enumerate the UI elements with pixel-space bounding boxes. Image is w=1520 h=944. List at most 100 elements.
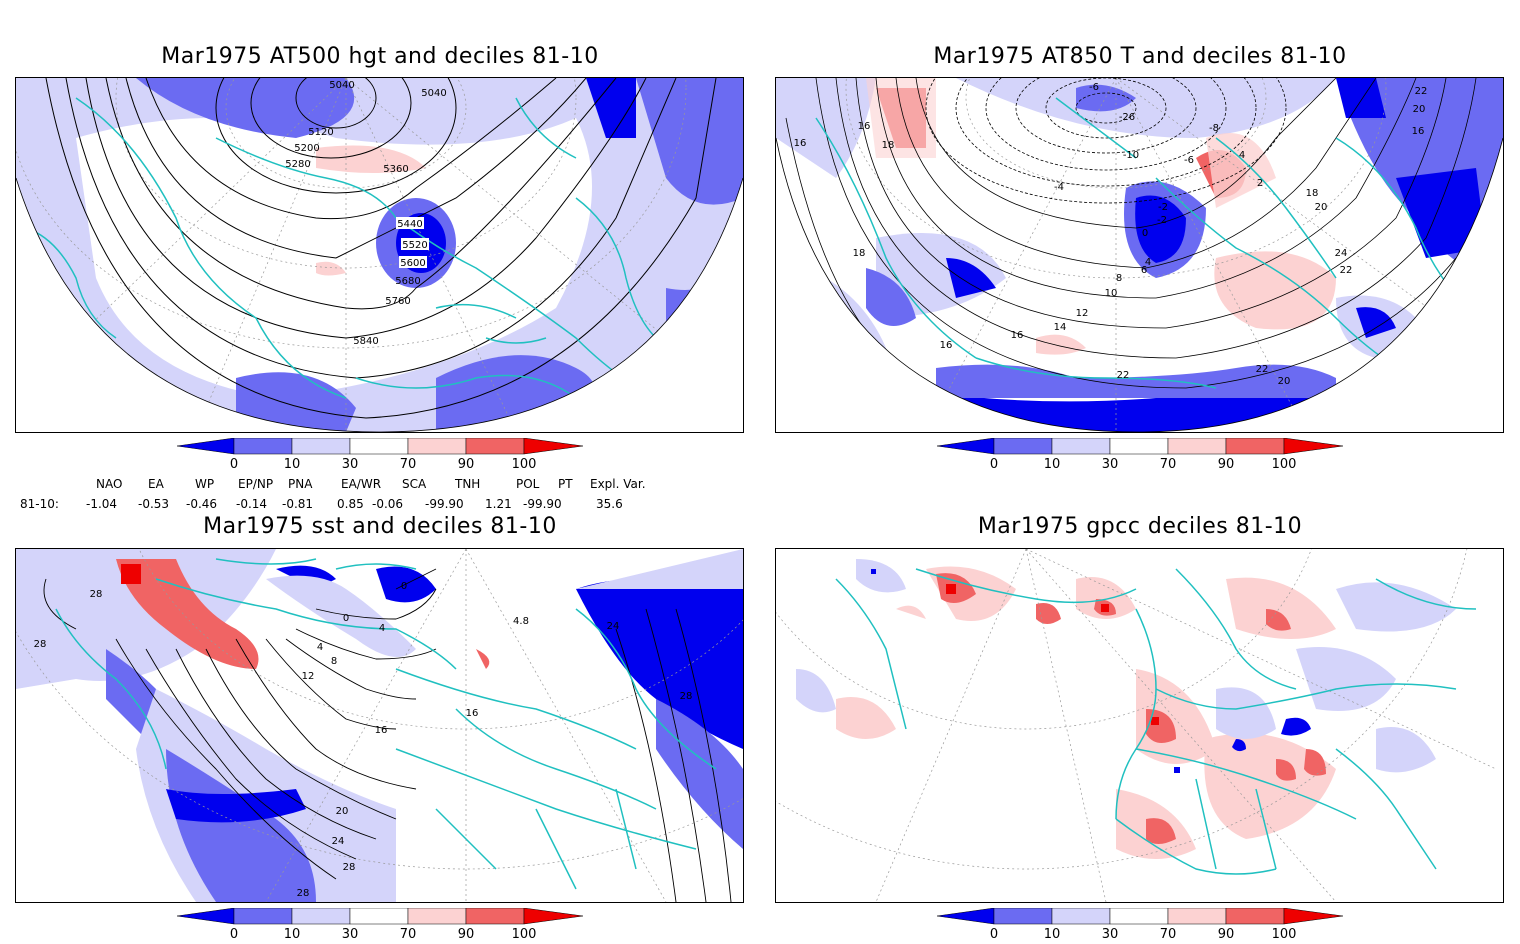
contour-label: 4 [1145,257,1151,268]
contour-label: 5280 [285,159,310,170]
index-value: -0.81 [282,497,314,511]
contour-label: 12 [302,671,315,682]
index-row-label: 81-10: [20,497,59,511]
contour-label: -2 [1157,215,1167,226]
index-value: -0.46 [186,497,218,511]
contour-label: 5360 [383,164,408,175]
contour-label: 16 [858,121,871,132]
contour-label: 16 [940,340,953,351]
index-value: -99.90 [425,497,464,511]
colorbar-tick: 90 [458,457,475,472]
colorbar-tick: 70 [1160,927,1177,940]
colorbar-tick: 0 [230,457,238,472]
contour-label: -6 [1184,155,1194,166]
contour-label: 20 [1315,202,1328,213]
contour-label: -2 [1158,202,1168,213]
contour-label: 6 [1141,265,1147,276]
index-header: POL [516,477,540,491]
colorbar-tick: 90 [1218,927,1235,940]
colorbar-t850: 0 10 30 70 90 100 [935,437,1347,472]
index-value: -0.53 [138,497,170,511]
index-header: PT [558,477,573,491]
colorbar-tick: 0 [990,457,998,472]
colorbar-tick: 70 [1160,457,1177,472]
contour-label: 20 [1278,376,1291,387]
contour-label: 0 [1142,228,1148,239]
contour-label: 20 [336,806,349,817]
contour-label: 8 [331,656,337,667]
colorbar-tick: 100 [512,927,537,940]
map-t850: -6 -26 -10 -8 -6 -4 -2 4 2 0 -2 4 6 8 10… [775,77,1504,433]
index-value: -99.90 [523,497,562,511]
index-value: -0.14 [236,497,268,511]
contour-label: 5440 [397,219,422,230]
colorbar-hgt500: 0 10 30 70 90 100 [175,437,587,472]
colorbar-tick: 30 [342,457,359,472]
contour-label: 16 [466,708,479,719]
contour-label: 4 [1239,150,1245,161]
colorbar-tick: 0 [230,927,238,940]
contour-label: 5040 [329,80,354,91]
map-hgt500: 5040 5040 5120 5200 5280 5360 5440 5520 … [15,77,744,433]
colorbar-tick: 100 [1272,457,1297,472]
index-header: SCA [402,477,427,491]
contour-label: 5840 [353,336,378,347]
index-value: 1.21 [485,497,512,511]
contour-label: 18 [1306,188,1319,199]
contour-label: 12 [1076,308,1089,319]
contour-label: 16 [375,725,388,736]
index-header: PNA [288,477,313,491]
contour-label: -8 [1209,123,1219,134]
contour-label: 16 [1011,330,1024,341]
contour-label: 0 [401,581,407,592]
contour-label: 18 [882,140,895,151]
contour-label: 5120 [308,127,333,138]
contour-label: 4 [379,623,385,634]
contour-label: 24 [332,836,345,847]
index-header: EA [148,477,164,491]
colorbar-tick: 10 [1044,927,1061,940]
index-value: -0.06 [372,497,404,511]
colorbar-gpcc: 0 10 30 70 90 100 [935,907,1347,942]
contour-label: 24 [607,621,620,632]
index-header: EA/WR [341,477,382,491]
contour-label: 14 [1054,322,1067,333]
contour-label: 5040 [421,88,446,99]
contour-label: -6 [1089,82,1099,93]
index-value: -1.04 [86,497,118,511]
colorbar-tick: 70 [400,927,417,940]
index-header: TNH [455,477,481,491]
contour-label: 5200 [294,143,319,154]
contour-label: 5680 [395,276,420,287]
colorbar-tick: 100 [1272,927,1297,940]
contour-label: 5760 [385,296,410,307]
index-value: 0.85 [337,497,364,511]
contour-label: -26 [1119,112,1135,123]
colorbar-tick: 30 [1102,457,1119,472]
colorbar-tick: 0 [990,927,998,940]
colorbar-tick: 90 [458,927,475,940]
contour-label: 22 [1415,86,1428,97]
title-gpcc: Mar1975 gpcc deciles 81-10 [977,514,1303,539]
map-sst: 28 28 0 0 4 4 8 12 16 16 20 24 28 28 24 … [15,548,744,903]
contour-label: 4.8 [513,616,529,627]
contour-label: 28 [90,589,103,600]
index-value: 35.6 [596,497,623,511]
contour-label: 22 [1117,370,1130,381]
colorbar-tick: 70 [400,457,417,472]
contour-label: 10 [1105,288,1118,299]
contour-label: 18 [853,248,866,259]
contour-label: 28 [343,862,356,873]
contour-label: 5600 [400,258,425,269]
contour-label: 22 [1256,364,1269,375]
contour-label: -10 [1123,150,1139,161]
colorbar-tick: 30 [342,927,359,940]
colorbar-tick: 30 [1102,927,1119,940]
contour-label: 0 [343,613,349,624]
title-hgt500: Mar1975 AT500 hgt and deciles 81-10 [161,44,599,69]
contour-label: 28 [34,639,47,650]
contour-label: 22 [1340,265,1353,276]
map-gpcc [775,548,1504,903]
index-header: EP/NP [238,477,274,491]
contour-label: 16 [1412,126,1425,137]
